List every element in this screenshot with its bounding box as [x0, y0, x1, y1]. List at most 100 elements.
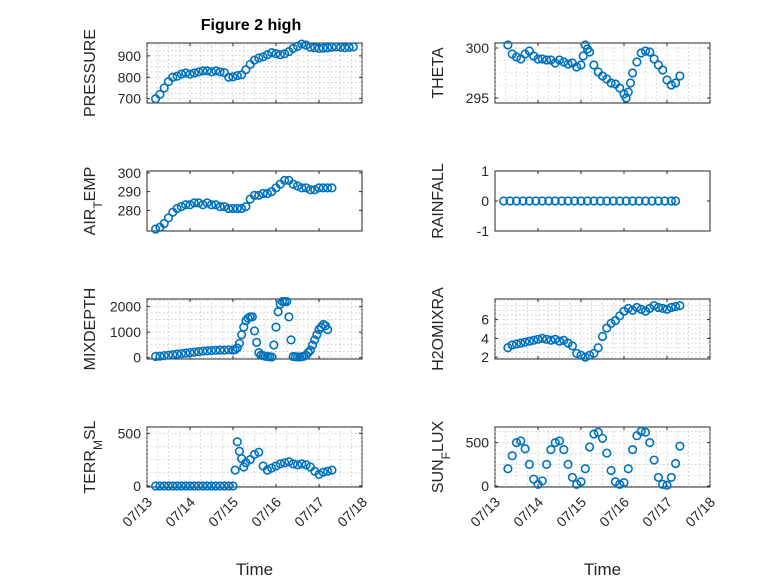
- data-point: [576, 477, 586, 487]
- y-axis-label: THETA: [430, 47, 447, 99]
- data-point: [288, 459, 298, 469]
- data-point: [301, 460, 311, 470]
- data-point: [232, 70, 242, 81]
- data-point: [224, 72, 234, 82]
- data-point: [254, 53, 264, 63]
- data-point: [593, 343, 603, 353]
- data-point: [211, 345, 221, 355]
- data-point: [520, 337, 530, 347]
- data-point: [589, 348, 599, 358]
- data-point: [541, 459, 552, 469]
- data-point: [286, 335, 296, 345]
- data-point: [554, 436, 565, 446]
- data-point: [632, 57, 642, 67]
- data-point: [511, 339, 522, 349]
- subplot-sun_flux: 07/13 07/14 07/15 07/16 07/17 07/18 0 500 SUNFLU…: [430, 421, 718, 579]
- data-point: [282, 296, 292, 307]
- data-point: [589, 196, 599, 206]
- data-point: [572, 348, 582, 358]
- data-point: [219, 345, 229, 355]
- data-point: [267, 48, 277, 58]
- data-point: [589, 60, 599, 70]
- x-tick-label: 07/17: [291, 494, 327, 530]
- data-point: [546, 335, 556, 345]
- data-point: [518, 196, 528, 206]
- data-point: [258, 52, 268, 62]
- data-point: [666, 80, 676, 90]
- data-point: [301, 183, 311, 193]
- data-point: [595, 196, 605, 206]
- data-point: [234, 338, 245, 349]
- subplot-rainfall: -1 0 1 RAINFALL: [430, 163, 711, 239]
- data-point: [267, 463, 277, 473]
- data-point: [241, 202, 251, 212]
- y-tick-label: 300: [466, 40, 490, 56]
- data-point: [505, 196, 515, 206]
- data-point: [172, 71, 182, 81]
- data-point: [292, 41, 303, 51]
- data-point: [666, 302, 676, 313]
- data-point: [314, 183, 324, 193]
- data-point: [310, 335, 320, 345]
- data-point: [615, 196, 625, 206]
- data-point: [675, 71, 685, 81]
- subplot-mixdepth: 0 1000 2000 MIXDEPTH: [82, 288, 363, 370]
- data-point: [305, 345, 316, 355]
- data-point: [262, 188, 273, 199]
- y-axis-label: H2OMIXRA: [430, 287, 447, 371]
- data-point: [323, 466, 333, 476]
- data-point: [151, 224, 161, 234]
- data-point: [658, 303, 668, 313]
- subplot-pressure: 700 800 900 PRESSURE: [82, 29, 363, 117]
- data-point: [511, 52, 522, 62]
- data-point: [159, 218, 169, 229]
- x-axis-label: Time: [236, 560, 273, 579]
- y-tick-label: 500: [118, 425, 142, 441]
- data-point: [168, 350, 178, 360]
- data-point: [524, 336, 535, 346]
- data-point: [666, 196, 676, 206]
- data-point: [269, 340, 279, 350]
- data-point: [185, 348, 195, 358]
- data-point: [576, 196, 586, 206]
- data-point: [176, 481, 186, 491]
- data-point: [619, 478, 629, 488]
- y-axis-label: TERRMSL: [82, 420, 105, 493]
- data-point: [584, 442, 595, 452]
- x-tick-label: 07/18: [334, 494, 370, 530]
- data-point: [557, 196, 567, 206]
- data-point: [224, 345, 234, 355]
- data-point: [280, 458, 290, 468]
- data-point: [529, 335, 539, 345]
- y-axis-label: SUNFLUX: [430, 421, 453, 494]
- data-point: [670, 458, 681, 469]
- data-point: [151, 351, 161, 362]
- data-point: [155, 89, 165, 100]
- data-point: [252, 337, 262, 348]
- data-point: [348, 42, 359, 52]
- data-point: [544, 196, 554, 206]
- x-tick-label: 07/15: [205, 494, 241, 530]
- data-point: [511, 438, 522, 448]
- data-point: [649, 54, 659, 64]
- data-point: [318, 467, 328, 477]
- data-point: [323, 183, 333, 193]
- data-point: [567, 341, 578, 351]
- data-point: [662, 480, 672, 490]
- data-point: [580, 352, 590, 362]
- data-point: [314, 469, 324, 479]
- data-point: [312, 330, 322, 340]
- data-point: [602, 196, 612, 206]
- axes-frame: [146, 170, 363, 232]
- data-point: [176, 202, 186, 212]
- data-point: [331, 42, 341, 52]
- y-tick-label: 0: [481, 193, 489, 209]
- data-point: [237, 203, 247, 214]
- y-tick-label: 500: [466, 435, 490, 451]
- axes-frame: [146, 426, 363, 488]
- data-point: [537, 333, 547, 343]
- data-point: [627, 68, 638, 78]
- data-point: [653, 302, 664, 313]
- data-point: [576, 350, 586, 360]
- y-tick-label: 800: [118, 69, 142, 85]
